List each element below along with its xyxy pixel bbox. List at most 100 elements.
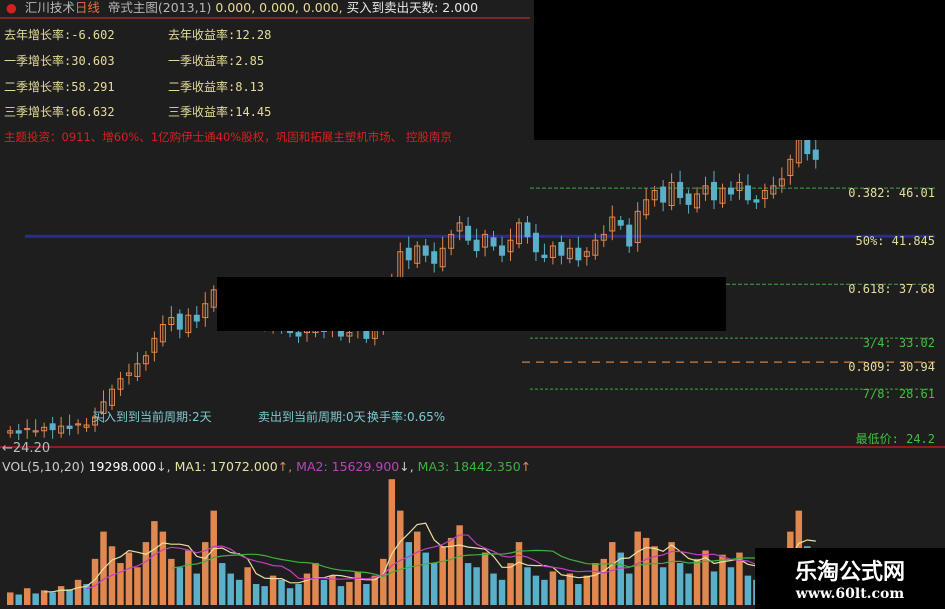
candle-body — [422, 245, 429, 256]
volume-bar — [176, 567, 184, 605]
candle-body — [465, 225, 472, 241]
volume-ma10-line — [86, 534, 816, 590]
volume-bar — [218, 563, 226, 605]
volume-bar — [312, 563, 319, 605]
indicator-name[interactable]: 帝式主图(2013,1) — [107, 0, 212, 15]
candle-body — [7, 430, 14, 434]
candle-body — [100, 401, 107, 414]
volume-bar — [142, 542, 150, 605]
volume-bar — [397, 510, 404, 605]
candle-body — [719, 187, 726, 204]
volume-bar — [473, 567, 480, 605]
volume-bar — [134, 567, 141, 605]
watermark-url: www.60lt.com — [795, 586, 905, 602]
volume-bar — [464, 563, 472, 605]
fib-label: 0.618: 37.68 — [848, 282, 935, 297]
stock-name[interactable]: 汇川技术 — [24, 0, 75, 15]
volume-bar — [303, 573, 311, 605]
candle-body — [92, 416, 99, 426]
candle-body — [761, 190, 768, 200]
volume-bar — [481, 552, 489, 605]
volume-bar — [125, 552, 133, 605]
fib-label: 0.382: 46.01 — [848, 186, 935, 201]
volume-bar — [193, 573, 201, 605]
candle-body — [812, 149, 819, 160]
candle-body — [456, 222, 463, 232]
volume-bar — [490, 573, 497, 605]
watermark-name: 乐淘公式网 — [794, 559, 905, 585]
volume-bar — [439, 546, 446, 605]
volume-bar — [685, 573, 692, 605]
candle-body — [600, 233, 607, 241]
candle-body — [168, 317, 175, 326]
period-label[interactable]: 日线 — [74, 0, 100, 15]
volume-bar — [736, 552, 743, 605]
sell-period: 卖出到当前周期:0天 — [258, 410, 366, 424]
candle-body — [753, 199, 760, 203]
candle-body — [558, 241, 565, 256]
candle-body — [804, 139, 811, 155]
candle-body — [142, 355, 149, 365]
candle-body — [532, 232, 539, 253]
volume-bar — [286, 588, 294, 605]
vol-ma2: MA2: 15629.900 — [296, 459, 400, 474]
volume-bar — [7, 592, 14, 605]
candle-body — [134, 363, 141, 377]
volume-bar — [575, 584, 582, 605]
close-dot-icon[interactable]: ● — [6, 0, 17, 15]
stat-left-1: 一季增长率:30.603 — [4, 54, 115, 68]
indicator-values: 0.000, 0.000, 0.000, — [215, 0, 343, 15]
volume-bar — [549, 571, 557, 605]
volume-bar — [524, 567, 531, 605]
stat-right-2: 二季收益率:8.13 — [168, 80, 265, 94]
volume-bar — [388, 479, 396, 605]
buy-period: 买入到到当前周期:2天 — [92, 410, 212, 424]
volume-bar — [676, 563, 684, 605]
volume-bar — [57, 586, 65, 605]
candle-body — [702, 185, 709, 195]
candle-body — [151, 337, 158, 353]
candle-body — [58, 425, 65, 434]
candle-body — [711, 181, 718, 201]
candle-body — [490, 237, 497, 247]
candle-body — [473, 239, 480, 252]
volume-bar — [202, 542, 209, 605]
volume-bar — [668, 542, 675, 605]
candle-body — [770, 185, 777, 195]
volume-bar — [295, 584, 302, 605]
candle-body — [694, 193, 701, 209]
volume-bar — [168, 558, 175, 605]
volume-bar — [371, 575, 379, 605]
volume-bar — [583, 575, 591, 605]
volume-bar — [40, 590, 48, 605]
theme-text: 主题投资：0911、增60%、1亿购伊士通40%股权，巩固和拓展主塑机市场、 控… — [4, 130, 452, 144]
vol-indicator-name[interactable]: VOL(5,10,20) — [2, 459, 85, 474]
low-price-marker: ←24.20 — [2, 441, 51, 456]
candle-body — [660, 186, 667, 203]
volume-bar — [541, 579, 548, 605]
volume-bar — [74, 579, 82, 605]
volume-bar — [744, 575, 752, 605]
volume-bar — [15, 594, 22, 605]
volume-header: VOL(5,10,20) 19298.000↓, MA1: 17072.000↑… — [2, 459, 532, 474]
candle-body — [617, 220, 624, 226]
volume-bar — [625, 573, 633, 605]
candle-body — [677, 181, 684, 198]
candle-body — [736, 181, 743, 192]
volume-bar — [719, 554, 726, 605]
candle-body — [75, 423, 82, 426]
candle-body — [15, 430, 22, 434]
fib-label: 50%: 41.845 — [855, 234, 935, 249]
volume-bar — [261, 586, 268, 605]
candle-body — [592, 239, 599, 256]
volume-bar — [634, 531, 641, 605]
fib-label: 7/8: 28.61 — [862, 387, 935, 402]
volume-bar — [320, 579, 328, 605]
volume-bar — [23, 588, 31, 605]
candle-body — [193, 314, 200, 322]
volume-bar — [651, 546, 658, 605]
candle-body — [575, 247, 582, 261]
candle-body — [634, 210, 641, 243]
